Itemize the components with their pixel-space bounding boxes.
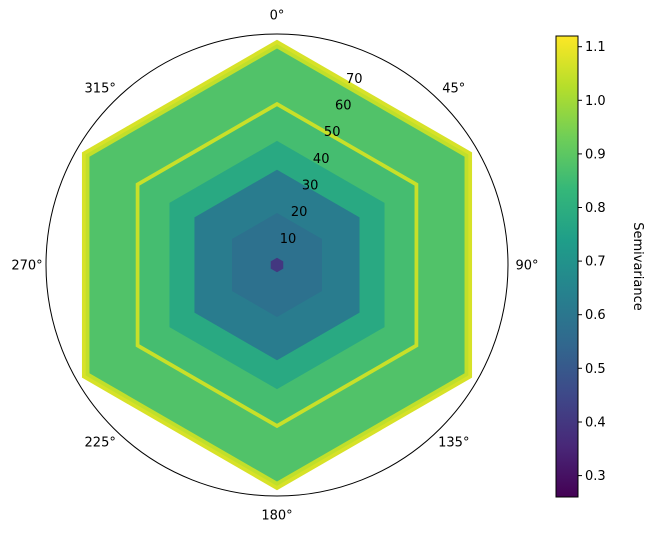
- semivariance-bands: [81, 39, 473, 491]
- colorbar-tick-label: 0.5: [585, 362, 606, 377]
- angle-label: 0°: [270, 9, 285, 24]
- angle-tick-labels: 0° 45° 90° 135° 180° 225° 270° 315°: [11, 9, 538, 524]
- colorbar-tick-label: 0.7: [585, 255, 606, 270]
- radial-tick-label: 40: [313, 152, 330, 167]
- band-r0-2.5: [270, 257, 284, 273]
- radial-tick-label: 20: [291, 205, 308, 220]
- radial-tick-label: 30: [302, 179, 319, 194]
- colorbar-ticks: 0.3 0.4 0.5 0.6 0.7 0.8 0.9 1.0 1.1: [578, 40, 606, 484]
- colorbar-tick-label: 0.6: [585, 308, 606, 323]
- radial-tick-label: 50: [324, 125, 341, 140]
- radial-tick-labels: 10 20 30 40 50 60 70: [280, 72, 363, 247]
- angle-label: 270°: [11, 259, 42, 274]
- angle-label: 90°: [515, 259, 538, 274]
- colorbar-tick-label: 1.0: [585, 94, 606, 109]
- colorbar-tick-label: 1.1: [585, 40, 606, 55]
- colorbar: [555, 35, 579, 498]
- angle-label: 180°: [261, 509, 292, 524]
- colorbar-tick-label: 0.9: [585, 147, 606, 162]
- radial-tick-label: 10: [280, 232, 297, 247]
- radial-tick-label: 70: [346, 72, 363, 87]
- angle-label: 135°: [438, 435, 469, 450]
- angle-label: 225°: [85, 435, 116, 450]
- colorbar-tick-label: 0.4: [585, 416, 606, 431]
- radial-tick-label: 60: [335, 98, 352, 113]
- colorbar-tick-label: 0.3: [585, 469, 606, 484]
- angle-label: 315°: [85, 82, 116, 97]
- polar-frame: [45, 33, 509, 497]
- colorbar-tick-label: 0.8: [585, 201, 606, 216]
- angle-label: 45°: [442, 82, 465, 97]
- colorbar-label: Semivariance: [630, 222, 645, 311]
